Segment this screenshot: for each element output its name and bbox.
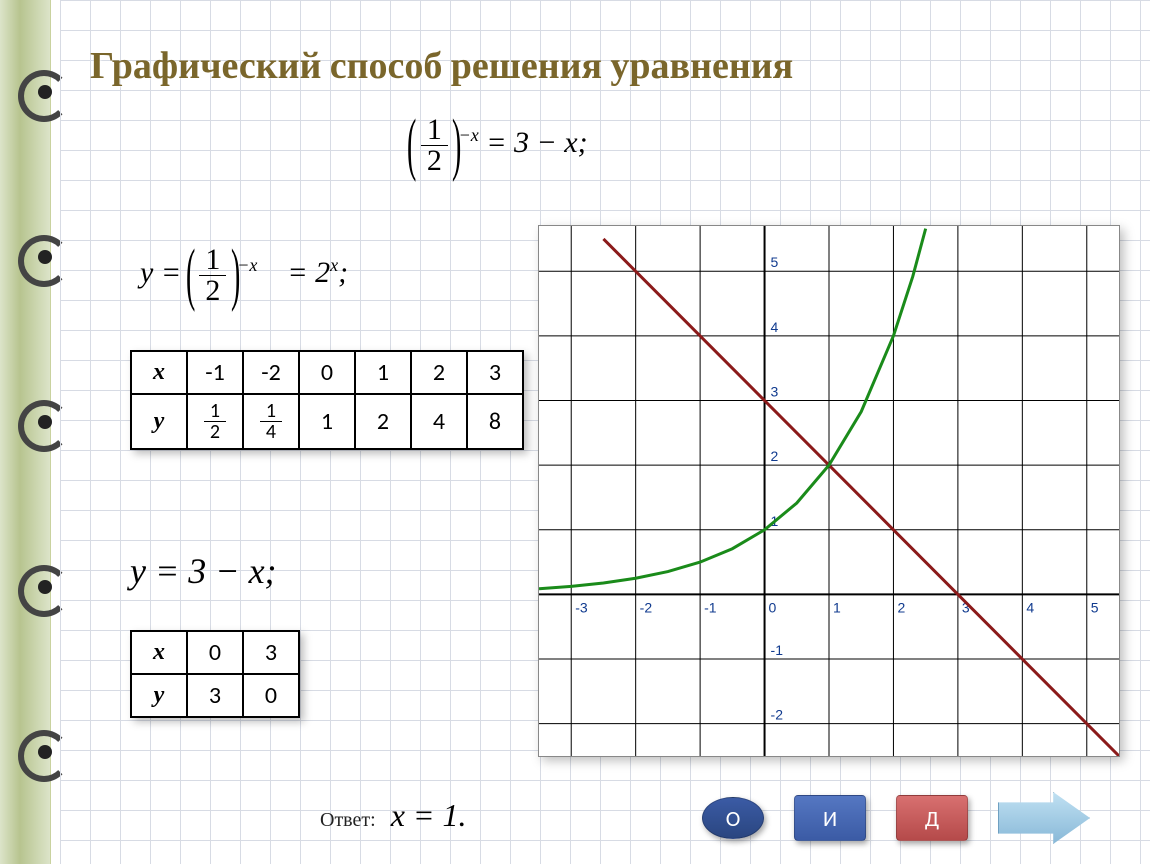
equation-y: y = ( 1 2 )−x = 2x; <box>140 240 348 310</box>
page-title: Графический способ решения уравнения <box>90 44 793 88</box>
table-cell: 0 <box>299 351 355 394</box>
eq-y-num: 1 <box>199 245 226 276</box>
table-cell: 2 <box>411 351 467 394</box>
svg-text:-2: -2 <box>640 599 653 615</box>
nav-button-row: О И Д <box>702 792 1090 844</box>
table-cell: 0 <box>187 631 243 674</box>
svg-text:4: 4 <box>771 319 779 335</box>
table-cell: 4 <box>411 394 467 449</box>
spiral-binding <box>0 0 51 864</box>
table-cell: 3 <box>187 674 243 717</box>
svg-text:3: 3 <box>771 384 779 400</box>
nav-button-next-arrow[interactable] <box>998 792 1090 844</box>
eq-y-2pow: = 2 <box>287 256 330 289</box>
nav-button-o[interactable]: О <box>702 797 764 839</box>
svg-text:2: 2 <box>771 448 779 464</box>
nav-button-d[interactable]: Д <box>896 795 968 841</box>
content-area: Графический способ решения уравнения ( 1… <box>60 0 1150 864</box>
svg-text:2: 2 <box>897 599 905 615</box>
graph-chart: -3-2-1012345-2-112345 <box>538 225 1120 757</box>
svg-text:-2: -2 <box>771 707 784 723</box>
eq-main-rhs: = 3 − x; <box>486 126 587 159</box>
slide: Графический способ решения уравнения ( 1… <box>0 0 1150 864</box>
table-cell: 12 <box>187 394 243 449</box>
table-cell: 14 <box>243 394 299 449</box>
table-cell: 1 <box>355 351 411 394</box>
table-cell: -2 <box>243 351 299 394</box>
eq-y-2pow-exp: x <box>330 255 338 275</box>
nav-button-i[interactable]: И <box>794 795 866 841</box>
table-cell: -1 <box>187 351 243 394</box>
svg-text:0: 0 <box>769 599 777 615</box>
eq-main-den: 2 <box>421 146 448 176</box>
svg-text:5: 5 <box>1091 599 1099 615</box>
eq-y-tail: ; <box>338 256 348 289</box>
answer: Ответ: x = 1. <box>320 797 466 834</box>
eq-main-exp: −x <box>459 125 479 145</box>
table-cell: 3 <box>243 631 299 674</box>
eq-main-num: 1 <box>421 115 448 146</box>
svg-text:-1: -1 <box>704 599 717 615</box>
answer-value: x = 1. <box>391 797 467 834</box>
svg-text:1: 1 <box>833 599 841 615</box>
value-table-line: x03y30 <box>130 630 300 718</box>
table-cell: 3 <box>467 351 523 394</box>
answer-label: Ответ: <box>320 809 376 832</box>
table-cell: 8 <box>467 394 523 449</box>
value-table-exponential: x-1-20123y12141248 <box>130 350 524 450</box>
svg-text:5: 5 <box>771 254 779 270</box>
svg-text:-3: -3 <box>575 599 588 615</box>
svg-text:-1: -1 <box>771 642 784 658</box>
eq-y-den: 2 <box>199 276 226 306</box>
table-cell: 2 <box>355 394 411 449</box>
svg-text:4: 4 <box>1026 599 1034 615</box>
equation-line: y = 3 − x; <box>130 550 277 592</box>
eq-y-label: y = <box>140 256 181 289</box>
table-cell: 1 <box>299 394 355 449</box>
equation-main: ( 1 2 )−x = 3 − x; <box>410 110 588 180</box>
table-cell: 0 <box>243 674 299 717</box>
